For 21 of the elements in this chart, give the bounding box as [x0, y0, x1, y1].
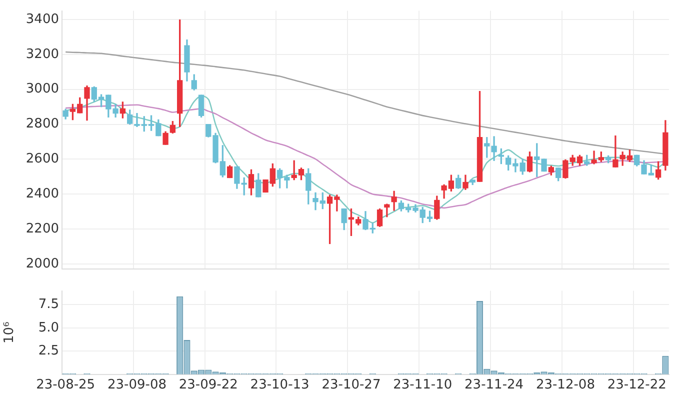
y-tick-label: 3400	[26, 12, 59, 27]
x-tick-label: 23-10-13	[250, 378, 310, 393]
y-tick-label: 2800	[26, 116, 59, 132]
y-tick-label: 3200	[26, 46, 59, 62]
y-tick-label: 7.5	[38, 297, 59, 312]
x-tick-label: 23-12-22	[607, 378, 666, 393]
x-tick-label: 23-09-08	[107, 378, 166, 393]
y-tick-label: 3000	[26, 82, 59, 97]
y-tick-label: 2400	[26, 186, 59, 202]
y-tick-label: 5.0	[38, 320, 59, 336]
x-tick-label: 23-08-25	[36, 378, 96, 393]
x-tick-label: 23-10-27	[322, 378, 381, 393]
y-tick-label: 2000	[26, 256, 59, 272]
x-tick-label: 23-11-10	[393, 378, 452, 393]
y-axis-title: 10⁶	[2, 322, 18, 344]
y-tick-label: 2200	[26, 221, 59, 236]
y-tick-label: 2.5	[38, 344, 59, 359]
x-tick-label: 23-09-22	[178, 378, 238, 393]
x-tick-label: 23-11-24	[464, 378, 524, 393]
x-tick-label: 23-12-08	[536, 378, 595, 393]
y-tick-label: 2600	[26, 152, 59, 167]
